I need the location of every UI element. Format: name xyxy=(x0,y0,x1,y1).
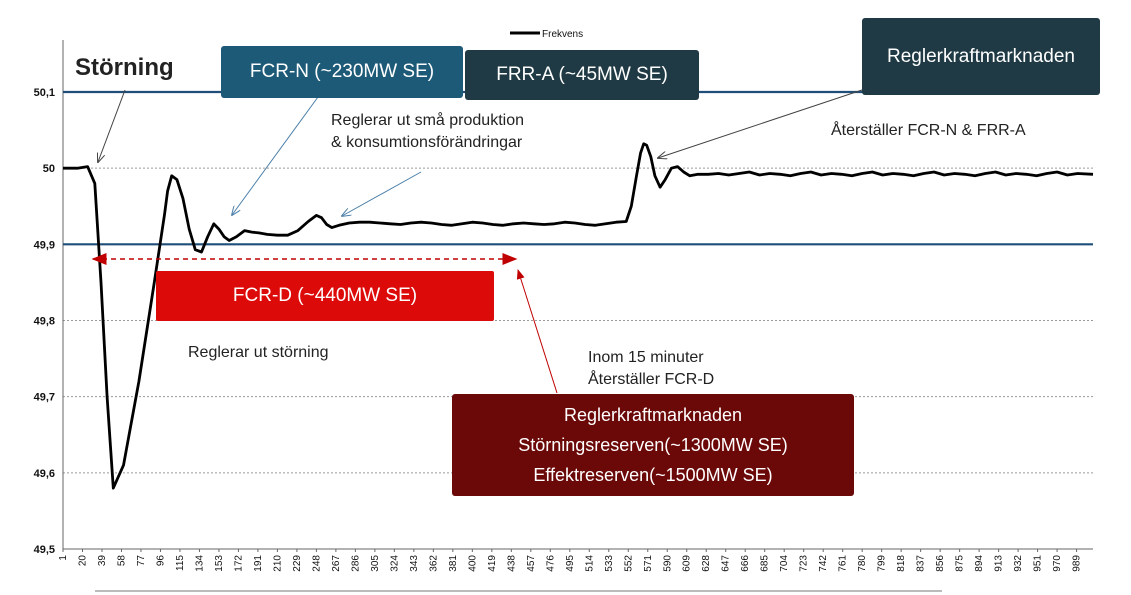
x-tick-label: 609 xyxy=(682,555,693,572)
legend: Frekvens xyxy=(510,29,583,40)
x-tick-label: 818 xyxy=(896,555,907,572)
reference-lines xyxy=(63,90,1093,246)
x-tick-label: 134 xyxy=(194,555,205,572)
series-group xyxy=(63,142,1094,490)
x-tick-label: 343 xyxy=(409,555,420,572)
x-tick-label: 362 xyxy=(428,555,439,572)
x-tick-label: 761 xyxy=(838,555,849,572)
x-tick-label: 742 xyxy=(818,555,829,572)
x-tick-label: 400 xyxy=(467,555,478,572)
x-tick-label: 58 xyxy=(116,555,127,567)
x-tick-label: 115 xyxy=(175,555,186,571)
x-tick-label: 305 xyxy=(370,555,381,572)
y-tick-label: 49,6 xyxy=(34,468,55,480)
inom-line1: Inom 15 minuter xyxy=(588,349,704,366)
x-tick-label: 875 xyxy=(955,555,966,572)
inom-line2: Återställer FCR-D xyxy=(588,371,715,388)
x-tick-label: 533 xyxy=(604,555,615,572)
x-tick-label: 552 xyxy=(623,555,634,572)
series-line-frekvens xyxy=(63,142,1094,490)
x-tick-label: 628 xyxy=(701,555,712,572)
x-tick-label: 590 xyxy=(662,555,673,572)
fcrn-box: FCR-N (~230MW SE) xyxy=(221,46,463,98)
x-tick-label: 704 xyxy=(779,555,790,572)
arrow-regler-top xyxy=(658,89,863,158)
x-tick-label: 932 xyxy=(1013,555,1024,572)
x-tick-label: 153 xyxy=(214,555,225,572)
x-tick-label: 894 xyxy=(974,555,985,572)
arrow-storning xyxy=(98,89,126,162)
legend-label: Frekvens xyxy=(542,29,583,40)
x-tick-label: 685 xyxy=(760,555,771,572)
y-tick-label: 50 xyxy=(43,163,55,175)
x-tick-label: 856 xyxy=(935,555,946,572)
x-tick-label: 172 xyxy=(233,555,244,572)
regler-bottom-line1: Reglerkraftmarknaden xyxy=(563,405,743,425)
x-tick-label: 248 xyxy=(311,555,322,572)
x-tick-label: 229 xyxy=(292,555,303,572)
x-tick-label: 799 xyxy=(877,555,888,572)
y-tick-label: 49,5 xyxy=(34,544,55,556)
x-tick-label: 1 xyxy=(58,555,69,561)
reglerar-sma-line2: & konsumtionsförändringar xyxy=(331,134,523,151)
arrow-frra xyxy=(342,171,422,216)
x-tick-label: 419 xyxy=(487,555,498,572)
regler-bottom-box: Reglerkraftmarknaden Störningsreserven(~… xyxy=(452,394,854,496)
x-tick-label: 20 xyxy=(77,555,88,567)
x-tick-label: 381 xyxy=(448,555,459,572)
x-tick-label: 723 xyxy=(799,555,810,572)
x-tick-label: 96 xyxy=(155,555,166,567)
x-tick-label: 476 xyxy=(545,555,556,572)
y-tick-label: 49,9 xyxy=(34,239,55,251)
arrow-regler-bottom xyxy=(516,269,558,394)
y-tick-label: 49,8 xyxy=(34,316,55,328)
x-tick-label: 647 xyxy=(721,555,732,572)
x-tick-label: 495 xyxy=(565,555,576,572)
x-tick-label: 191 xyxy=(253,555,264,572)
y-tick-label: 50,1 xyxy=(34,87,55,99)
x-tick-label: 913 xyxy=(994,555,1005,572)
x-tick-label: 77 xyxy=(136,555,147,567)
regler-bottom-line3: Effektreserven(~1500MW SE) xyxy=(533,465,773,485)
aterstaller-fcrn-label: Återställer FCR-N & FRR-A xyxy=(831,122,1026,139)
x-tick-labels: 1 20 39 58 77 96 115 134 153 172 191 210 229 248 267 28… xyxy=(58,555,1083,572)
x-tick-label: 666 xyxy=(740,555,751,572)
x-tick-label: 286 xyxy=(350,555,361,572)
x-tick-label: 989 xyxy=(1072,555,1083,572)
x-tick-label: 514 xyxy=(584,555,595,572)
axes xyxy=(62,40,1093,592)
x-tick-label: 210 xyxy=(272,555,283,572)
x-tick-label: 970 xyxy=(1052,555,1063,572)
frra-box: FRR-A (~45MW SE) xyxy=(465,50,699,100)
y-tick-label: 49,7 xyxy=(34,392,55,404)
x-tick-label: 438 xyxy=(506,555,517,572)
x-tick-label: 951 xyxy=(1033,555,1044,572)
reglerar-storning-label: Reglerar ut störning xyxy=(188,344,329,361)
x-tick-label: 324 xyxy=(389,555,400,572)
x-tick-label: 780 xyxy=(857,555,868,572)
annotation-arrows xyxy=(91,89,863,394)
x-tick-label: 267 xyxy=(331,555,342,572)
storning-label: Störning xyxy=(75,54,174,81)
fcrd-box: FCR-D (~440MW SE) xyxy=(156,271,494,321)
regler-bottom-line2: Störningsreserven(~1300MW SE) xyxy=(518,435,788,455)
x-tick-label: 571 xyxy=(643,555,654,572)
reglerar-sma-line1: Reglerar ut små produktion xyxy=(331,112,524,129)
arrow-fcrn xyxy=(232,96,319,215)
regler-top-box: Reglerkraftmarknaden xyxy=(862,18,1100,95)
x-tick-label: 39 xyxy=(97,555,108,567)
x-tick-label: 457 xyxy=(526,555,537,572)
x-tick-label: 837 xyxy=(916,555,927,572)
y-tick-labels: 49,5 49,6 49,7 49,8 49,9 50 50,1 xyxy=(34,87,55,556)
